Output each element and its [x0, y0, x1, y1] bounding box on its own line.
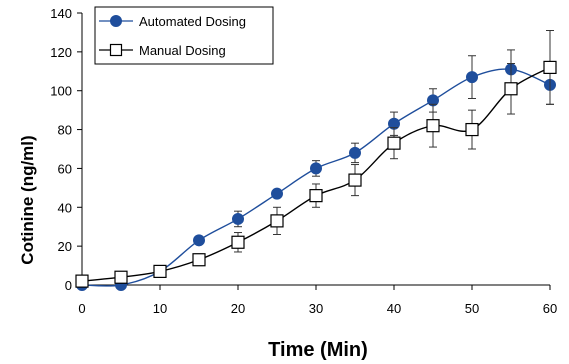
data-point-circle — [466, 71, 478, 84]
data-point-square — [465, 122, 479, 137]
data-point-square — [270, 214, 284, 228]
series-line — [81, 68, 551, 287]
y-tick-label: 80 — [58, 123, 72, 138]
data-point-square — [348, 173, 362, 187]
data-point-square — [426, 119, 440, 133]
series-automated — [76, 49, 556, 291]
y-tick-label: 20 — [58, 239, 72, 254]
series-manual — [75, 29, 557, 288]
y-tick-label: 120 — [50, 45, 72, 60]
data-point-circle — [271, 187, 283, 200]
data-point-circle — [310, 162, 322, 175]
x-tick-label: 20 — [231, 301, 245, 316]
data-point-square — [75, 274, 89, 288]
data-point-square — [192, 253, 206, 267]
legend-label-manual: Manual Dosing — [139, 43, 226, 58]
legend-box — [94, 6, 274, 65]
y-tick-label: 60 — [58, 161, 72, 176]
data-point-circle — [232, 212, 244, 225]
x-axis-title: Time (Min) — [268, 339, 368, 361]
data-point-square — [504, 82, 518, 96]
legend-marker-open-square — [109, 43, 123, 57]
x-tick-label: 30 — [309, 301, 323, 316]
data-point-square — [231, 235, 245, 249]
data-point-circle — [193, 234, 205, 247]
y-tick-label: 100 — [50, 84, 72, 99]
x-tick-label: 40 — [387, 301, 401, 316]
series-layer — [75, 29, 557, 291]
data-point-square — [114, 270, 128, 284]
data-point-square — [153, 264, 167, 278]
y-tick-label: 140 — [50, 6, 72, 21]
legend-label-automated: Automated Dosing — [139, 14, 246, 29]
legend-marker-filled-circle — [110, 15, 122, 27]
data-point-circle — [349, 146, 361, 159]
data-point-square — [309, 189, 323, 203]
x-tick-label: 0 — [78, 301, 85, 316]
y-tick-label: 0 — [65, 278, 72, 293]
legend: Automated Dosing Manual Dosing — [94, 6, 274, 65]
chart-axes: 0 20 40 60 80 100 120 140 0 10 20 30 40 50 60 — [50, 6, 557, 316]
y-tick-label: 40 — [58, 200, 72, 215]
x-tick-label: 60 — [543, 301, 557, 316]
x-tick-label: 10 — [153, 301, 167, 316]
data-point-square — [387, 136, 401, 150]
x-tick-label: 50 — [465, 301, 479, 316]
data-point-square — [543, 60, 557, 75]
y-axis-title: Cotinine (ng/ml) — [18, 135, 37, 264]
